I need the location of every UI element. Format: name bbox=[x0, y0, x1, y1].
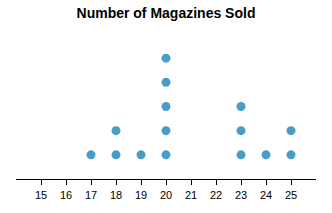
svg-text:Number of Magazines Sold: Number of Magazines Sold bbox=[77, 5, 256, 21]
svg-text:23: 23 bbox=[235, 189, 247, 201]
svg-text:22: 22 bbox=[210, 189, 222, 201]
svg-text:15: 15 bbox=[35, 189, 47, 201]
svg-text:25: 25 bbox=[285, 189, 297, 201]
svg-text:20: 20 bbox=[160, 189, 172, 201]
svg-text:24: 24 bbox=[260, 189, 272, 201]
svg-text:18: 18 bbox=[110, 189, 122, 201]
svg-text:21: 21 bbox=[185, 189, 197, 201]
svg-text:19: 19 bbox=[135, 189, 147, 201]
svg-text:16: 16 bbox=[60, 189, 72, 201]
svg-text:17: 17 bbox=[85, 189, 97, 201]
